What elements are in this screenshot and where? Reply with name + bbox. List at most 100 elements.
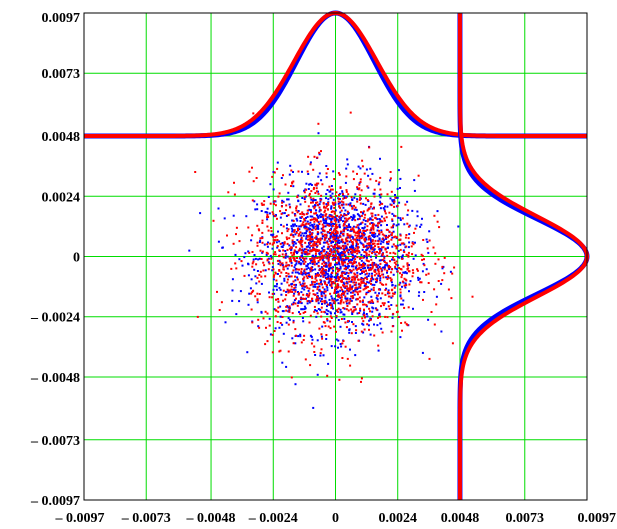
red-scatter-point [310, 268, 313, 271]
red-scatter-point [327, 231, 330, 233]
blue-scatter-point [329, 267, 332, 270]
y-tick-label: 0.0048 [42, 130, 81, 145]
blue-scatter-point [276, 273, 279, 275]
blue-scatter-point [375, 296, 378, 299]
blue-scatter-point [294, 268, 297, 271]
red-scatter-point [315, 182, 318, 185]
red-scatter-point [292, 269, 295, 272]
blue-scatter-point [306, 272, 308, 275]
red-scatter-point [247, 226, 250, 229]
red-scatter-point [267, 216, 270, 218]
blue-scatter-point [350, 258, 353, 261]
red-scatter-point [303, 217, 306, 220]
blue-scatter-point [404, 282, 407, 285]
blue-scatter-point [361, 300, 364, 303]
red-scatter-point [279, 264, 282, 267]
blue-scatter-point [356, 312, 359, 315]
red-scatter-point [352, 281, 355, 284]
blue-scatter-point [292, 319, 295, 322]
red-scatter-point [386, 193, 389, 196]
red-scatter-point [313, 206, 316, 208]
blue-scatter-point [373, 192, 376, 195]
blue-scatter-point [303, 308, 306, 311]
red-scatter-point [297, 229, 299, 232]
blue-scatter-point [369, 167, 372, 170]
blue-scatter-point [364, 236, 367, 239]
red-scatter-point [294, 260, 297, 262]
blue-scatter-point [377, 264, 380, 267]
blue-scatter-point [370, 239, 372, 242]
red-scatter-point [310, 266, 313, 269]
red-scatter-point [392, 224, 395, 227]
blue-scatter-point [304, 307, 307, 310]
blue-scatter-point [295, 283, 297, 286]
blue-scatter-point [405, 272, 408, 275]
red-scatter-point [291, 242, 294, 245]
red-scatter-point [327, 203, 330, 206]
x-tick-label: 0.0048 [441, 511, 480, 526]
blue-scatter-point [285, 321, 288, 324]
blue-scatter-point [288, 203, 291, 206]
red-scatter-point [256, 276, 259, 279]
blue-scatter-point [423, 291, 426, 293]
red-scatter-point [306, 286, 309, 289]
red-scatter-point [305, 285, 308, 288]
blue-scatter-point [414, 241, 416, 244]
x-tick-label: – 0.0024 [248, 511, 298, 526]
blue-scatter-point [396, 244, 399, 247]
blue-scatter-point [301, 273, 304, 276]
red-scatter-point [338, 378, 341, 381]
red-scatter-point [404, 236, 407, 239]
blue-scatter-point [291, 223, 294, 226]
blue-scatter-point [309, 161, 312, 164]
blue-scatter-point [374, 291, 377, 294]
red-scatter-point [382, 304, 385, 307]
blue-scatter-point [392, 230, 395, 233]
red-scatter-point [403, 277, 406, 280]
red-scatter-point [251, 234, 254, 237]
blue-scatter-point [280, 293, 283, 296]
red-scatter-point [390, 204, 393, 207]
blue-scatter-point [356, 271, 359, 274]
blue-scatter-point [391, 199, 394, 202]
red-scatter-point [358, 282, 361, 285]
blue-scatter-point [331, 222, 334, 225]
blue-scatter-point [364, 203, 367, 206]
blue-scatter-point [334, 203, 337, 206]
red-scatter-point [288, 237, 291, 240]
blue-scatter-point [387, 289, 390, 292]
red-scatter-point [333, 206, 336, 209]
red-scatter-point [272, 253, 275, 256]
red-scatter-point [336, 270, 339, 273]
red-scatter-point [407, 267, 410, 270]
blue-scatter-point [325, 285, 328, 288]
blue-scatter-point [349, 246, 352, 249]
blue-scatter-point [303, 288, 306, 291]
red-scatter-point [316, 156, 319, 159]
red-scatter-point [329, 327, 332, 330]
red-scatter-point [342, 229, 345, 232]
red-scatter-point [339, 230, 342, 233]
blue-scatter-point [294, 233, 297, 236]
red-scatter-point [369, 280, 372, 283]
red-scatter-point [341, 272, 344, 275]
blue-scatter-point [343, 317, 346, 320]
blue-scatter-point [390, 304, 393, 306]
blue-scatter-point [380, 248, 383, 251]
red-scatter-point [311, 277, 314, 280]
red-scatter-point [340, 318, 343, 320]
red-scatter-point [391, 231, 394, 234]
red-scatter-point [299, 256, 302, 259]
red-scatter-point [304, 257, 307, 260]
red-scatter-point [317, 182, 320, 185]
red-scatter-point [330, 244, 333, 247]
red-scatter-point [305, 294, 308, 297]
red-scatter-point [274, 272, 277, 275]
red-scatter-point [312, 244, 315, 247]
red-scatter-point [353, 204, 355, 207]
red-scatter-point [374, 278, 377, 281]
red-scatter-point [326, 303, 329, 306]
red-scatter-point [325, 217, 328, 220]
red-scatter-point [264, 310, 267, 313]
red-scatter-point [352, 170, 355, 173]
